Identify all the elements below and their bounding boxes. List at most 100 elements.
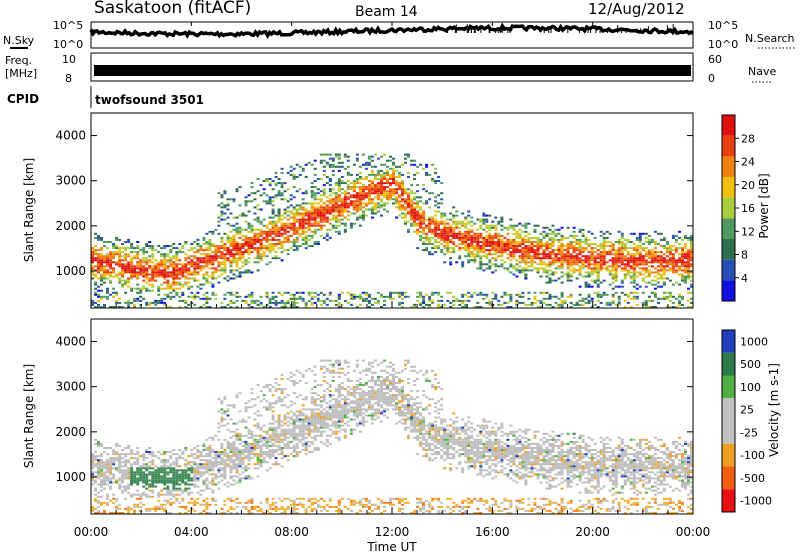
power-cell (235, 249, 239, 252)
power-cell (563, 273, 567, 276)
power-cell (133, 287, 137, 290)
velocity-cell (199, 451, 203, 453)
power-cell (596, 293, 600, 296)
power-cell (428, 295, 432, 298)
power-cell (671, 245, 675, 247)
power-cell (328, 200, 332, 203)
power-cell (407, 198, 410, 201)
power-cell (425, 165, 429, 168)
power-cell (148, 301, 152, 304)
power-cell (440, 202, 444, 205)
power-cell (614, 257, 618, 260)
power-cell (641, 273, 645, 276)
power-cell (91, 247, 94, 250)
power-cell (494, 249, 498, 252)
power-cell (494, 295, 498, 298)
power-cell (313, 180, 317, 182)
power-cell (587, 261, 591, 264)
power-cell (419, 214, 423, 217)
power-cell (446, 245, 450, 247)
power-cell (407, 206, 410, 209)
power-cell (678, 253, 681, 256)
power-cell (325, 182, 329, 185)
power-cell (437, 236, 441, 239)
power-cell (235, 247, 239, 250)
velocity-cell (205, 503, 209, 506)
power-cell (551, 230, 555, 233)
velocity-cell (148, 451, 152, 453)
power-cell (271, 226, 275, 229)
power-cell (479, 236, 483, 239)
power-cell (494, 251, 498, 254)
power-cell (304, 176, 308, 178)
power-cell (115, 291, 119, 294)
power-cell (256, 303, 260, 306)
power-cell (301, 220, 305, 223)
power-cell (196, 257, 200, 260)
power-cell (172, 279, 176, 282)
power-cell (151, 245, 155, 247)
power-cell (455, 232, 459, 235)
power-cell (283, 238, 287, 241)
power-cell (530, 255, 534, 258)
power-cell (518, 234, 522, 237)
power-cell (608, 232, 612, 235)
power-cell (319, 204, 323, 207)
power-cell (94, 301, 97, 304)
power-cell (410, 212, 414, 215)
power-cell (416, 291, 420, 294)
power-cell (419, 212, 423, 215)
power-cell (500, 253, 504, 256)
power-cell (578, 243, 582, 245)
power-cell (590, 251, 594, 254)
power-cell (328, 202, 332, 205)
power-cell (476, 245, 480, 247)
freq-tick-top: 10 (62, 53, 76, 66)
power-cell (413, 230, 417, 233)
power-cell (109, 255, 113, 258)
power-cell (265, 236, 269, 239)
power-cell (437, 220, 441, 223)
power-cell (220, 273, 224, 276)
velocity-cell (208, 512, 212, 514)
power-cell (662, 259, 666, 262)
power-cell (259, 194, 263, 197)
power-cell (163, 297, 167, 300)
power-cell (157, 251, 161, 254)
power-cell (491, 234, 495, 237)
power-cell (476, 249, 480, 252)
power-cell (97, 295, 100, 298)
power-cell (226, 257, 230, 260)
power-cell (133, 303, 137, 306)
power-cell (380, 214, 383, 217)
power-cell (545, 297, 549, 300)
power-cell (557, 228, 561, 231)
power-cell (446, 249, 450, 252)
power-cell (325, 212, 329, 215)
power-cell (112, 255, 116, 258)
power-cell (202, 249, 206, 252)
power-cell (602, 245, 606, 247)
velocity-cell (211, 473, 215, 476)
power-cell (226, 259, 230, 262)
power-cell (232, 216, 236, 219)
power-cell (166, 306, 170, 308)
velocity-cell (151, 473, 155, 476)
power-cell (355, 204, 359, 207)
power-cell (413, 216, 417, 219)
power-cell (202, 261, 206, 264)
power-cell (103, 275, 106, 278)
power-cell (632, 249, 636, 252)
power-cell (346, 291, 350, 294)
velocity-cell (241, 471, 245, 474)
power-cell (479, 249, 483, 252)
velocity-cell (139, 473, 143, 476)
power-cell (331, 214, 335, 217)
velocity-cell (208, 459, 212, 462)
power-cell (437, 241, 441, 243)
power-cell (178, 259, 182, 262)
power-cell (671, 295, 675, 298)
power-cell (488, 228, 492, 231)
power-cell (334, 196, 338, 199)
power-cell (256, 218, 260, 221)
